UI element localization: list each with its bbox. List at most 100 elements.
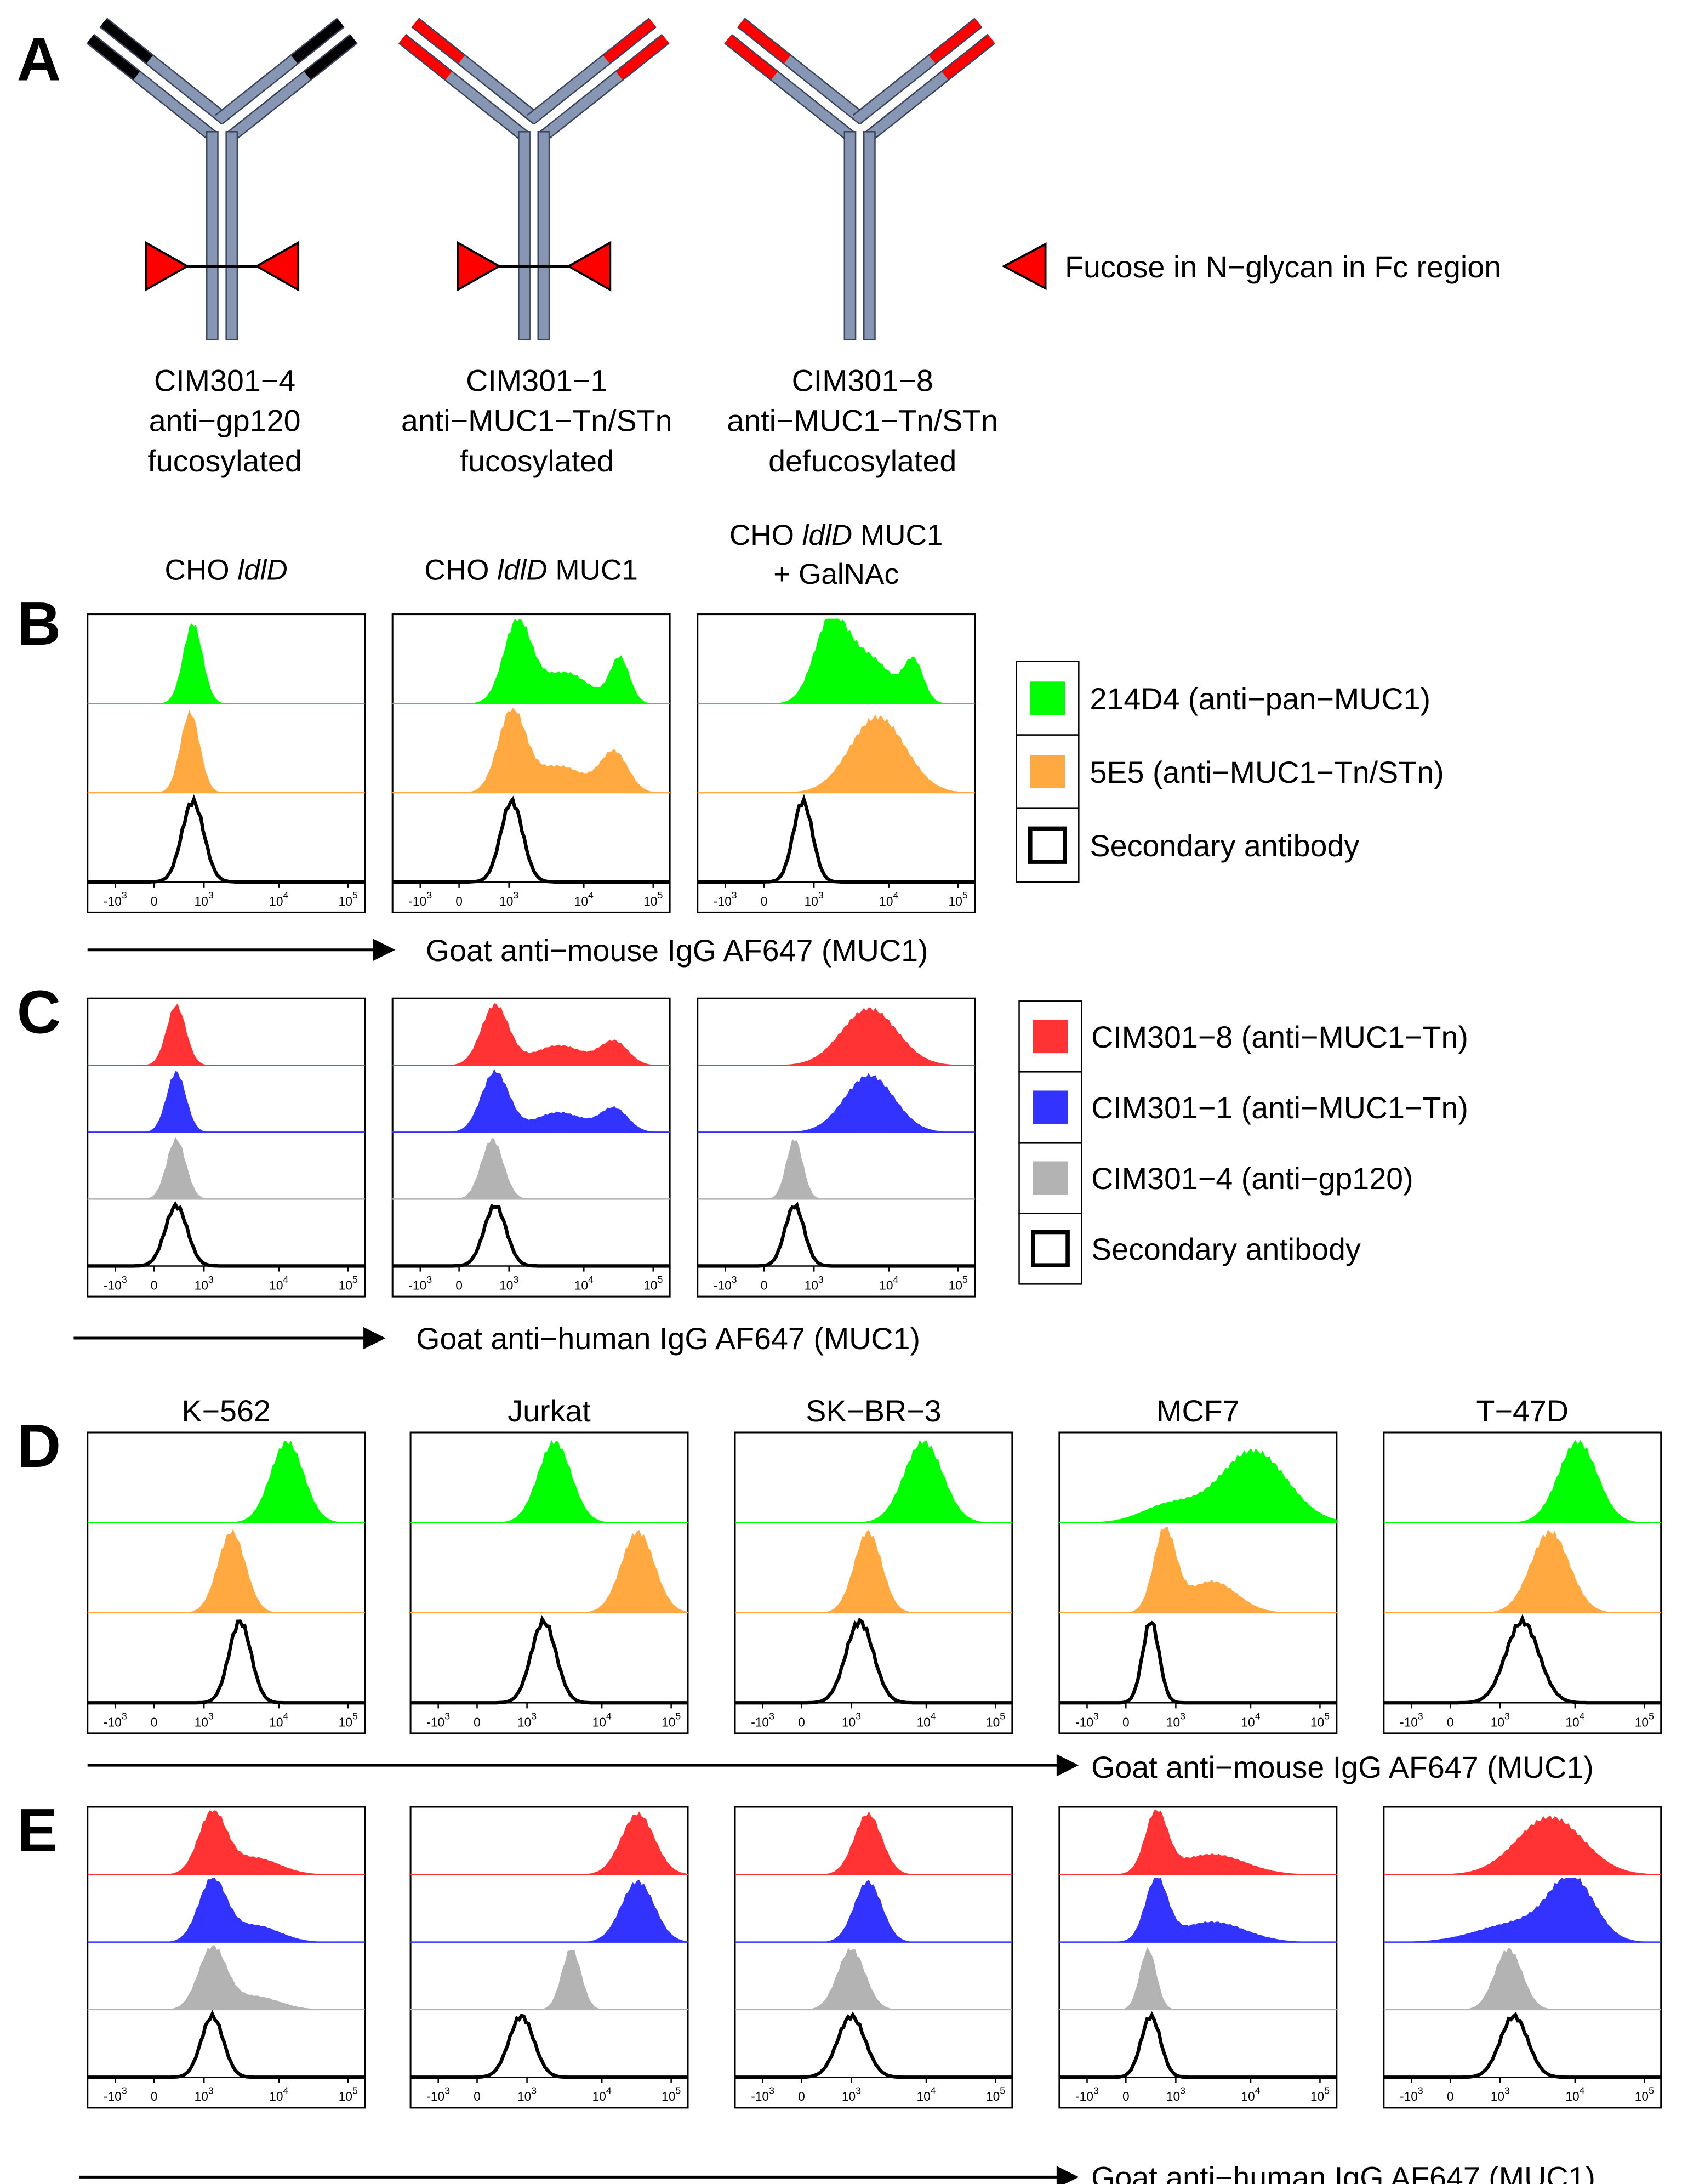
histogram	[87, 1201, 365, 1268]
tick-base: 0	[151, 1715, 158, 1729]
tick-label: 104	[269, 890, 288, 908]
tick-base: -10	[751, 1715, 769, 1729]
histogram	[697, 714, 975, 793]
title-part: MUC1	[852, 519, 943, 551]
tick-label: 0	[761, 1278, 768, 1292]
tick-exp: 3	[1180, 2085, 1185, 2096]
tick-exp: 3	[732, 890, 737, 901]
tick-exp: 3	[513, 890, 518, 901]
histogram	[87, 1071, 365, 1133]
histogram	[87, 794, 365, 884]
stem	[863, 131, 876, 340]
tick-exp: 3	[426, 1274, 432, 1285]
legend-swatch	[1030, 681, 1065, 715]
tick-base: 0	[1447, 2089, 1454, 2103]
tick-base: 0	[798, 1715, 805, 1729]
tick-label: 105	[339, 1274, 358, 1293]
tick-base: 10	[879, 1278, 893, 1292]
arrow-head	[373, 939, 396, 961]
histogram	[697, 794, 975, 884]
label: anti−MUC1−Tn/STn	[727, 404, 998, 438]
tick-label: 104	[574, 1274, 594, 1293]
tick-label: 103	[195, 1274, 214, 1293]
tick-exp: 3	[1418, 1711, 1423, 1722]
label: 214D4 (anti−pan−MUC1)	[1090, 682, 1430, 716]
tick-base: 0	[151, 2089, 158, 2103]
label: B	[17, 589, 61, 658]
tick-base: 10	[195, 1278, 208, 1292]
tick-label: -103	[714, 1274, 737, 1293]
tick-base: 0	[1122, 1715, 1130, 1729]
tick-label: 103	[195, 890, 214, 908]
tick-base: 10	[1491, 1715, 1504, 1729]
tick-label: 104	[592, 1711, 612, 1730]
tick-label: 104	[879, 1274, 898, 1293]
arm	[784, 55, 866, 124]
tick-base: 0	[455, 894, 463, 908]
arrow-head	[1056, 1754, 1079, 1777]
histogram	[734, 1529, 1012, 1613]
tick-exp: 3	[122, 2085, 127, 2096]
tick-label: 105	[643, 1274, 663, 1293]
tick-base: 10	[879, 894, 893, 908]
tick-base: -10	[104, 2089, 122, 2103]
plot-frame	[87, 1806, 366, 2109]
title-italic: ldlD	[237, 554, 288, 586]
histogram	[1383, 1440, 1661, 1523]
tick-label: 105	[662, 1711, 681, 1730]
stem	[206, 131, 219, 340]
legend-swatch	[1033, 1020, 1068, 1054]
histogram	[410, 1811, 688, 1875]
label: Goat anti−mouse IgG AF647 (MUC1)	[1091, 1750, 1594, 1784]
tick-base: 10	[574, 894, 588, 908]
tick-base: 10	[269, 894, 283, 908]
tick-base: 10	[986, 1715, 1000, 1729]
histogram	[734, 1617, 1012, 1705]
tick-exp: 3	[1418, 2085, 1423, 2096]
tick-exp: 4	[893, 890, 899, 901]
plot-frame	[734, 1806, 1013, 2109]
tick-exp: 4	[606, 2085, 612, 2096]
tick-exp: 3	[769, 1711, 774, 1722]
tick-base: -10	[1400, 2089, 1418, 2103]
tick-base: 0	[474, 1715, 481, 1729]
tick-exp: 5	[1649, 2085, 1654, 2096]
histogram	[1059, 1810, 1337, 1875]
tick-base: 10	[805, 1278, 818, 1292]
arm-tip	[942, 35, 995, 80]
tick-label: -103	[714, 890, 737, 908]
label: + GalNAc	[773, 558, 899, 590]
tick-label: 105	[643, 890, 663, 908]
tick-label: 0	[455, 894, 463, 908]
tick-label: 103	[842, 1711, 861, 1730]
tick-label: -103	[1400, 2085, 1423, 2104]
arm	[445, 72, 528, 140]
tick-exp: 5	[1324, 2085, 1330, 2096]
tick-label: 105	[339, 2085, 358, 2104]
tick-exp: 5	[657, 890, 663, 901]
legend-swatch	[1030, 755, 1065, 789]
tick-label: -103	[1075, 2085, 1099, 2104]
tick-base: 10	[517, 2089, 531, 2103]
tick-label: 0	[151, 2089, 158, 2103]
tick-exp: 4	[931, 2085, 936, 2096]
histogram	[87, 2010, 365, 2079]
tick-label: 104	[574, 890, 594, 908]
tick-base: 10	[805, 894, 818, 908]
arm-tip	[725, 35, 778, 80]
tick-base: 10	[1310, 2089, 1324, 2103]
tick-label: 105	[986, 1711, 1005, 1730]
tick-label: 0	[798, 1715, 805, 1729]
label: CIM301−4	[154, 363, 295, 397]
tick-exp: 5	[352, 2085, 358, 2096]
tick-base: 10	[1310, 1715, 1324, 1729]
plot-frame	[391, 997, 671, 1298]
tick-base: 10	[499, 1278, 513, 1292]
plot-frame	[87, 613, 366, 913]
tick-label: 105	[986, 2085, 1005, 2104]
tick-base: 10	[842, 1715, 856, 1729]
tick-exp: 5	[1000, 2085, 1005, 2096]
tick-exp: 3	[1093, 2085, 1099, 2096]
tick-exp: 3	[769, 2085, 774, 2096]
arm	[771, 72, 853, 140]
